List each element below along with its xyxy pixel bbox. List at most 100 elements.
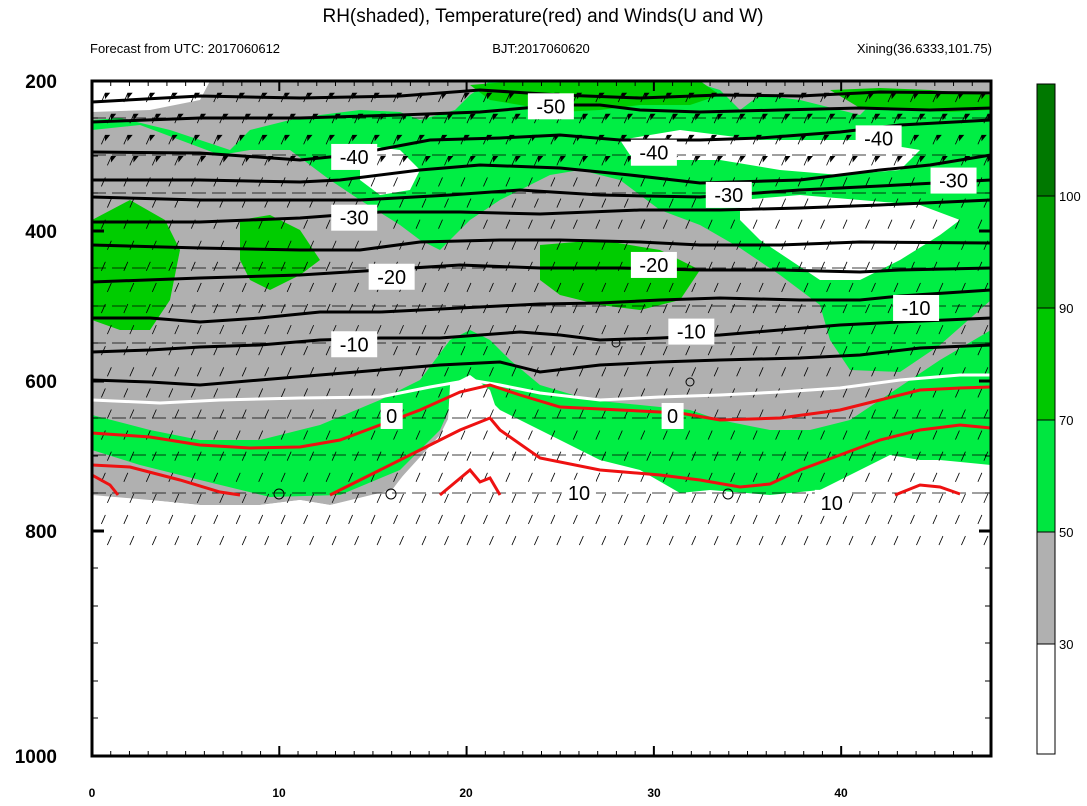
wind-barb bbox=[129, 282, 135, 293]
wind-barb bbox=[893, 324, 899, 335]
wind-barb-pennant bbox=[644, 92, 650, 100]
wind-barb bbox=[483, 177, 488, 187]
wind-barb bbox=[309, 282, 315, 293]
wind-barb-pennant bbox=[194, 134, 201, 142]
wind-barb bbox=[444, 324, 449, 335]
wind-barb-pennant bbox=[785, 155, 791, 163]
wind-barb bbox=[354, 409, 359, 419]
isotherm-label: -30 bbox=[930, 167, 977, 194]
wind-barb bbox=[955, 303, 960, 314]
wind-barb bbox=[707, 219, 713, 229]
wind-barb bbox=[797, 219, 803, 229]
wind-barb bbox=[528, 177, 533, 187]
wind-barb-pennant bbox=[852, 155, 858, 163]
wind-barb bbox=[595, 388, 601, 398]
wind-barb bbox=[550, 430, 556, 440]
wind-barb bbox=[438, 388, 443, 398]
wind-barb-pennant bbox=[352, 134, 358, 142]
wind-barb-pennant bbox=[374, 134, 380, 142]
wind-barb bbox=[550, 219, 556, 229]
wind-barb bbox=[916, 535, 921, 546]
wind-barb-pennant bbox=[582, 155, 589, 163]
wind-barb bbox=[460, 219, 466, 229]
wind-barb-pennant bbox=[920, 113, 926, 121]
wind-barb bbox=[213, 135, 219, 145]
wind-barb bbox=[511, 156, 517, 166]
wind-barb bbox=[528, 514, 533, 525]
wind-barb-pennant bbox=[149, 92, 156, 100]
wind-barb-pennant bbox=[419, 134, 425, 142]
wind-barb-pennant bbox=[262, 134, 268, 142]
isotherm-zero[interactable] bbox=[92, 373, 991, 405]
rh-green-dark-2 bbox=[240, 215, 320, 290]
wind-barb bbox=[691, 535, 697, 546]
wind-barb bbox=[444, 493, 449, 504]
y-ticks-major bbox=[92, 79, 991, 533]
wind-barb bbox=[662, 430, 668, 440]
wind-barb bbox=[730, 303, 736, 314]
wind-barb bbox=[489, 198, 494, 208]
wind-barb bbox=[264, 535, 270, 546]
wind-barb bbox=[646, 198, 652, 208]
isotherm-label-text: -40 bbox=[864, 128, 893, 150]
wind-barb bbox=[685, 514, 691, 525]
wind-barb bbox=[325, 135, 331, 145]
wind-barb bbox=[820, 135, 825, 145]
wind-barb bbox=[331, 451, 337, 461]
wind-barb bbox=[505, 472, 511, 482]
wind-barb bbox=[797, 430, 803, 440]
isotherm-label-text: -30 bbox=[714, 185, 743, 207]
wind-barb bbox=[280, 346, 286, 356]
wind-barb bbox=[578, 114, 584, 124]
wind-barb bbox=[871, 282, 876, 293]
wind-barb bbox=[983, 409, 989, 419]
wind-barb bbox=[444, 451, 449, 461]
wind-barb bbox=[871, 367, 876, 377]
wind-barb bbox=[331, 409, 337, 419]
wind-barb bbox=[871, 451, 876, 461]
wind-barb bbox=[623, 535, 629, 546]
wind-barb bbox=[595, 346, 601, 356]
wind-barb bbox=[190, 303, 196, 314]
wind-barb bbox=[758, 156, 764, 166]
wind-barb bbox=[280, 261, 286, 272]
wind-barb bbox=[955, 219, 960, 229]
wind-barb-pennant bbox=[959, 134, 965, 142]
wind-barb bbox=[550, 472, 556, 482]
wind-barb bbox=[151, 493, 157, 504]
wind-barb bbox=[595, 430, 601, 440]
wind-barb bbox=[871, 535, 876, 546]
wind-barb bbox=[235, 472, 241, 482]
wind-barb bbox=[235, 388, 241, 398]
temperature-contours bbox=[92, 88, 991, 497]
wind-barb bbox=[415, 219, 421, 229]
wind-barb bbox=[797, 472, 803, 482]
wind-barb bbox=[258, 303, 264, 314]
wind-barb bbox=[893, 451, 899, 461]
wind-barb bbox=[730, 219, 736, 229]
wind-barb bbox=[174, 324, 180, 335]
wind-barb bbox=[572, 303, 578, 314]
wind-barb-pennant bbox=[695, 155, 701, 163]
wind-barb bbox=[489, 493, 494, 504]
wind-barb bbox=[842, 430, 848, 440]
wind-barb bbox=[932, 430, 938, 440]
x-tick-label: 20 bbox=[459, 786, 473, 800]
wind-barb bbox=[460, 92, 466, 103]
wind-barb bbox=[668, 367, 674, 377]
isotherm-label-box bbox=[380, 402, 403, 429]
colorbar-frame bbox=[1036, 83, 1056, 755]
wind-barb-pennant bbox=[329, 134, 335, 142]
wind-barb bbox=[826, 282, 831, 293]
wind-barb bbox=[730, 346, 736, 356]
wind-barb bbox=[376, 409, 382, 419]
wind-barb bbox=[916, 367, 921, 377]
wind-barb bbox=[174, 409, 180, 419]
wind-barb bbox=[145, 472, 151, 482]
wind-barb-pennant bbox=[936, 134, 942, 142]
wind-barb bbox=[736, 493, 742, 504]
wind-barb bbox=[640, 346, 646, 356]
y-tick-labels: 200 400 600 800 1000 bbox=[15, 72, 57, 768]
isotherm-label-box bbox=[814, 489, 849, 516]
wind-barb bbox=[572, 514, 578, 525]
